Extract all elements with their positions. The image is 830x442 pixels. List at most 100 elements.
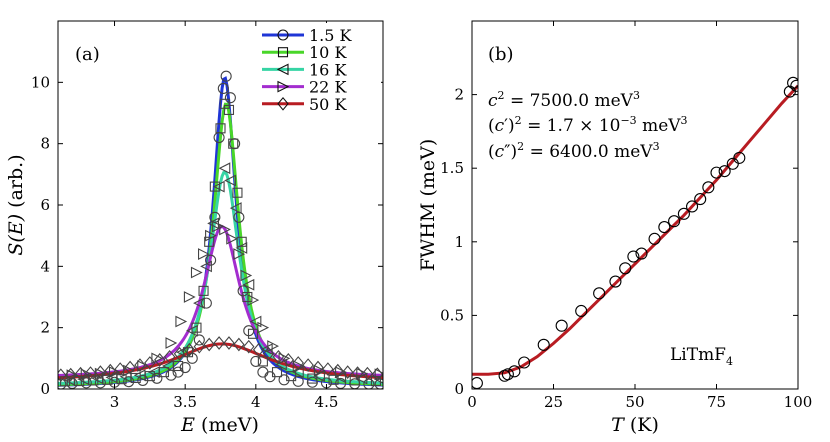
data-point	[718, 165, 731, 178]
data-point-50-k	[124, 360, 136, 375]
data-point-1-5-k	[200, 297, 212, 309]
data-point-50-k	[233, 337, 245, 352]
data-point	[593, 287, 606, 300]
data-point	[609, 275, 622, 288]
data-point-16-k	[91, 372, 104, 385]
data-point-16-k	[212, 180, 225, 193]
panel-b-xtick-label: 100	[784, 393, 813, 411]
legend-marker-10-k	[277, 47, 289, 58]
panel-a-ytick-label: 8	[40, 135, 50, 153]
data-point-1-5-k	[151, 372, 163, 384]
data-point-22-k	[257, 321, 270, 334]
data-point	[648, 232, 661, 245]
data-point-16-k	[147, 366, 160, 379]
data-point	[619, 262, 632, 275]
data-point-10-k	[215, 123, 226, 134]
data-point-10-k	[271, 367, 283, 378]
data-point-16-k	[176, 346, 188, 359]
data-point-16-k	[193, 297, 205, 310]
panel-b: 0 25 50 75 100 0 0.5 1 1.5 2 (b) T (K) FWHM (meV)…	[417, 20, 812, 436]
data-point-1-5-k	[224, 92, 236, 104]
legend-label-10-k: 10 K	[309, 43, 347, 62]
data-point-22-k	[335, 366, 347, 379]
data-point-16-k	[218, 162, 231, 175]
data-point-10-k	[223, 104, 235, 115]
panel-b-ytick-label: 0.5	[440, 306, 464, 324]
data-point	[710, 166, 723, 179]
data-point-50-k	[183, 342, 196, 357]
data-point-50-k	[223, 336, 235, 350]
data-point-50-k	[114, 362, 126, 376]
data-point-22-k	[205, 229, 217, 242]
data-point-1-5-k	[217, 82, 229, 95]
data-point-22-k	[197, 248, 210, 260]
data-point	[508, 365, 521, 378]
data-point-50-k	[173, 346, 186, 361]
fit-line	[472, 84, 798, 376]
data-point-1-5-k	[193, 334, 205, 346]
data-point-50-k	[104, 363, 116, 378]
data-point	[501, 368, 514, 381]
data-point-16-k	[161, 360, 174, 372]
data-point-10-k	[370, 375, 381, 387]
panel-b-ticks: 0 25 50 75 100 0 0.5 1 1.5 2	[440, 21, 812, 411]
data-point-1-5-k	[179, 361, 191, 374]
data-point-1-5-k	[80, 377, 92, 389]
data-point-10-k	[328, 374, 339, 385]
data-point	[733, 151, 746, 164]
panel-a-xtick-label: 3.5	[173, 393, 197, 411]
data-point-22-k	[219, 223, 231, 236]
data-point	[787, 76, 798, 89]
data-point-22-k	[212, 220, 224, 233]
panel-b-xtick-label: 25	[544, 393, 563, 411]
panel-a-xtick-label: 4.5	[315, 393, 339, 411]
data-point-1-5-k	[250, 355, 262, 367]
data-point-10-k	[286, 371, 297, 382]
data-point-50-k	[74, 366, 87, 381]
data-point-1-5-k	[123, 376, 135, 388]
data-point-16-k	[235, 242, 248, 254]
data-point-50-k	[94, 365, 107, 379]
panel-b-ylabel: FWHM (meV)	[417, 139, 439, 272]
data-point-16-k	[186, 324, 198, 337]
data-point-50-k	[65, 367, 77, 382]
data-point-16-k	[200, 260, 212, 273]
legend-marker-16-k	[276, 63, 289, 76]
data-point-22-k	[240, 269, 253, 282]
data-point-10-k	[307, 373, 318, 384]
data-point-16-k	[133, 369, 146, 382]
panel-a-ytick-label: 2	[40, 319, 50, 337]
panel-a-ytick-label: 6	[40, 196, 50, 214]
data-point-10-k	[191, 322, 202, 333]
panel-a-ytick-label: 4	[40, 257, 50, 275]
data-point-22-k	[151, 352, 164, 365]
data-point-22-k	[356, 367, 369, 380]
data-point-22-k	[165, 337, 178, 349]
legend-marker-1-5-k	[277, 29, 289, 41]
panel-a-ytick-label: 0	[40, 380, 50, 398]
data-point	[668, 215, 681, 228]
data-point-1-5-k	[292, 375, 304, 387]
data-point-50-k	[154, 353, 166, 367]
panel-b-xtick-label: 0	[467, 393, 477, 411]
data-point-10-k	[232, 187, 243, 198]
data-point-50-k	[282, 353, 295, 367]
data-point-50-k	[302, 358, 314, 372]
data-point-22-k	[233, 248, 246, 260]
data-point	[555, 319, 568, 332]
data-point-50-k	[84, 366, 97, 380]
data-point-22-k	[175, 315, 188, 328]
data-point-1-5-k	[335, 377, 347, 389]
data-point-50-k	[163, 349, 176, 364]
data-point-1-5-k	[220, 70, 232, 82]
data-point-50-k	[272, 349, 285, 364]
data-point-50-k	[213, 336, 225, 350]
data-point-22-k	[183, 291, 196, 303]
legend-label-1-5-k: 1.5 K	[309, 26, 353, 45]
data-point-22-k	[66, 369, 79, 382]
data-point	[658, 221, 671, 234]
material-label: LiTmF4	[670, 345, 733, 368]
data-point	[677, 207, 690, 220]
